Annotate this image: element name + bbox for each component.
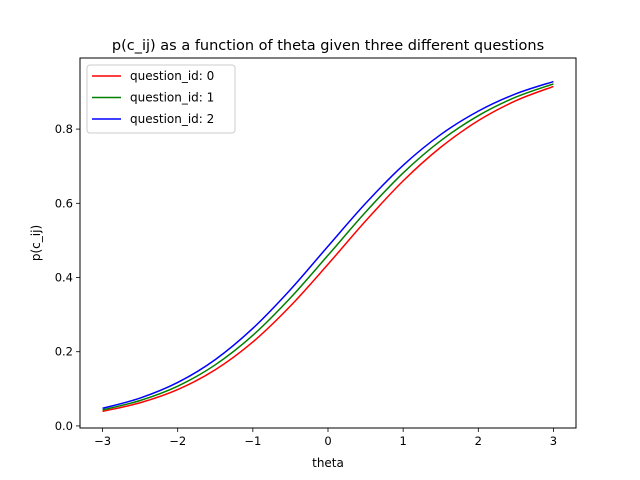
legend: question_id: 0 question_id: 1 question_id:… [86, 64, 236, 134]
x-tick-label: 2 [475, 434, 482, 448]
x-tick-label: −3 [94, 434, 111, 448]
legend-label-1: question_id: 1 [130, 91, 214, 105]
plot-frame [79, 57, 577, 429]
x-tick-label: −2 [169, 434, 186, 448]
x-tick-label: −1 [244, 434, 261, 448]
y-tick-label: 0.4 [55, 271, 73, 285]
y-tick-label: 0.0 [55, 419, 73, 433]
x-tick-label: 1 [399, 434, 406, 448]
y-axis-label: p(c_ij) [29, 225, 43, 261]
y-tick-label: 0.6 [55, 196, 73, 210]
series-lines [102, 80, 554, 413]
axis-ticks: −3 −2 −1 0 1 2 3 0.0 0.2 0.4 0.6 0.8 [55, 122, 557, 448]
legend-label-0: question_id: 0 [130, 69, 214, 83]
x-tick-label: 3 [550, 434, 557, 448]
x-tick-label: 0 [324, 434, 331, 448]
legend-box [86, 64, 236, 134]
series-line-2 [102, 80, 554, 410]
series-line-1 [102, 83, 554, 411]
y-tick-label: 0.2 [55, 345, 73, 359]
legend-label-2: question_id: 2 [130, 112, 214, 126]
series-line-0 [102, 85, 554, 413]
x-axis-label: theta [312, 456, 344, 470]
chart-title: p(c_ij) as a function of theta given thr… [112, 38, 544, 54]
y-tick-label: 0.8 [55, 122, 73, 136]
